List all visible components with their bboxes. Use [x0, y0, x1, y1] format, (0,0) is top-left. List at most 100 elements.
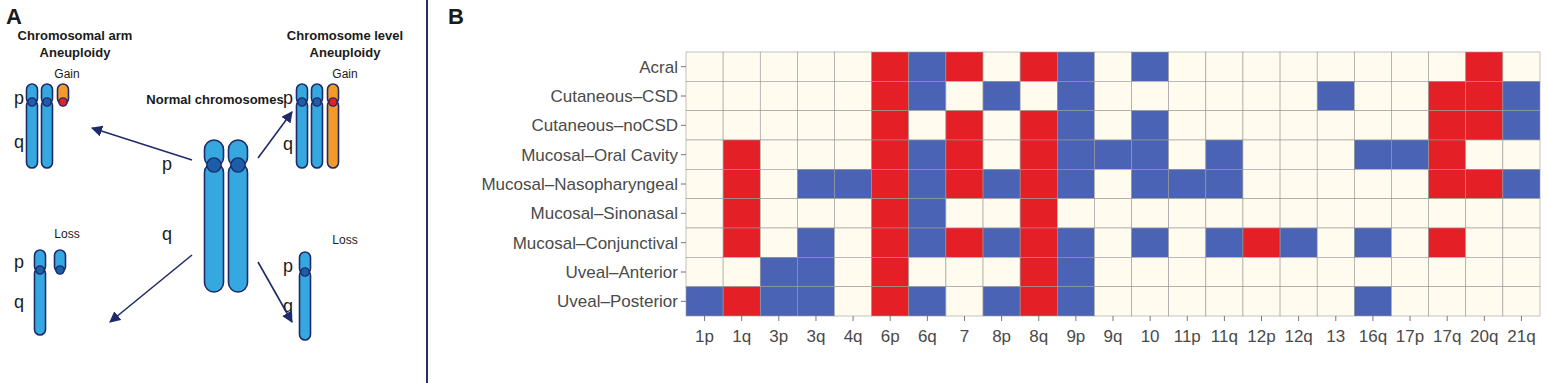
cell	[1466, 81, 1503, 110]
loss-label: Loss	[54, 227, 79, 241]
cell	[1169, 111, 1206, 140]
tick	[681, 154, 686, 155]
cell	[835, 111, 872, 140]
cell	[760, 199, 797, 228]
cell	[909, 287, 946, 316]
cell	[797, 228, 834, 257]
centromere	[28, 98, 36, 106]
tick	[778, 316, 779, 321]
tick	[815, 316, 816, 321]
column-label: 3p	[769, 327, 788, 346]
cell	[760, 111, 797, 140]
column-label: 13	[1326, 327, 1345, 346]
tick	[1298, 316, 1299, 321]
cell	[1280, 228, 1317, 257]
cell	[1206, 140, 1243, 169]
cell	[909, 52, 946, 81]
column-label: 3q	[806, 327, 825, 346]
cell	[983, 257, 1020, 286]
centromere	[56, 266, 64, 274]
cell	[1206, 169, 1243, 198]
cell	[835, 169, 872, 198]
arm-label: q	[283, 296, 293, 316]
cell	[946, 169, 983, 198]
panel-label: A	[6, 4, 22, 29]
cell	[1429, 169, 1466, 198]
column-label: 8q	[1029, 327, 1048, 346]
column-label: 12p	[1247, 327, 1275, 346]
tick	[741, 316, 742, 321]
cell	[1280, 169, 1317, 198]
cell	[1354, 199, 1391, 228]
tick	[1224, 316, 1225, 321]
chromosome	[229, 140, 248, 292]
cell	[797, 257, 834, 286]
centromere	[43, 98, 51, 106]
cell	[1243, 287, 1280, 316]
cell	[1132, 257, 1169, 286]
cell	[872, 140, 909, 169]
cell	[1057, 81, 1094, 110]
cell	[1094, 52, 1131, 81]
arrow	[258, 262, 292, 322]
q-arm	[300, 270, 311, 340]
column-label: 9p	[1066, 327, 1085, 346]
tick	[964, 316, 965, 321]
cell	[1243, 228, 1280, 257]
tick	[681, 213, 686, 214]
cell	[872, 169, 909, 198]
column-label: 17p	[1396, 327, 1424, 346]
cell	[686, 140, 723, 169]
cell	[835, 52, 872, 81]
cell	[946, 111, 983, 140]
cell	[1020, 111, 1057, 140]
cell	[1057, 169, 1094, 198]
tick	[1410, 316, 1411, 321]
cell	[723, 169, 760, 198]
cell	[1391, 169, 1428, 198]
cell	[1280, 140, 1317, 169]
arrow	[258, 112, 292, 158]
group-title: Aneuploidy	[40, 45, 112, 60]
cell	[909, 169, 946, 198]
cell	[1169, 140, 1206, 169]
cell	[872, 81, 909, 110]
gain-label: Gain	[332, 67, 357, 81]
cell	[1354, 140, 1391, 169]
cell	[1466, 199, 1503, 228]
column-label: 11q	[1211, 327, 1238, 346]
tick	[1038, 316, 1039, 321]
cell	[872, 111, 909, 140]
cell	[983, 199, 1020, 228]
cell	[1503, 257, 1540, 286]
arm-label: p	[162, 154, 172, 174]
cell	[1391, 199, 1428, 228]
cell	[723, 140, 760, 169]
row-label: Cutaneous–CSD	[550, 87, 678, 106]
cells	[686, 52, 1540, 316]
cell	[909, 81, 946, 110]
cell	[760, 228, 797, 257]
cell	[909, 228, 946, 257]
arrow	[110, 255, 192, 322]
row-label: Mucosal–Conjunctival	[513, 234, 678, 253]
q-arm	[229, 163, 248, 292]
cell	[1132, 140, 1169, 169]
cell	[1354, 287, 1391, 316]
column-label: 10	[1141, 327, 1160, 346]
cell	[983, 52, 1020, 81]
chromosome	[312, 84, 323, 168]
cell	[1206, 257, 1243, 286]
cell	[1169, 81, 1206, 110]
cell	[946, 52, 983, 81]
centromere	[36, 266, 44, 274]
column-label: 16q	[1359, 327, 1387, 346]
cell	[760, 52, 797, 81]
cell	[835, 228, 872, 257]
cell	[1317, 228, 1354, 257]
cell	[1503, 52, 1540, 81]
tick	[1075, 316, 1076, 321]
cell	[1020, 140, 1057, 169]
chromosome	[58, 84, 69, 106]
cell	[946, 228, 983, 257]
